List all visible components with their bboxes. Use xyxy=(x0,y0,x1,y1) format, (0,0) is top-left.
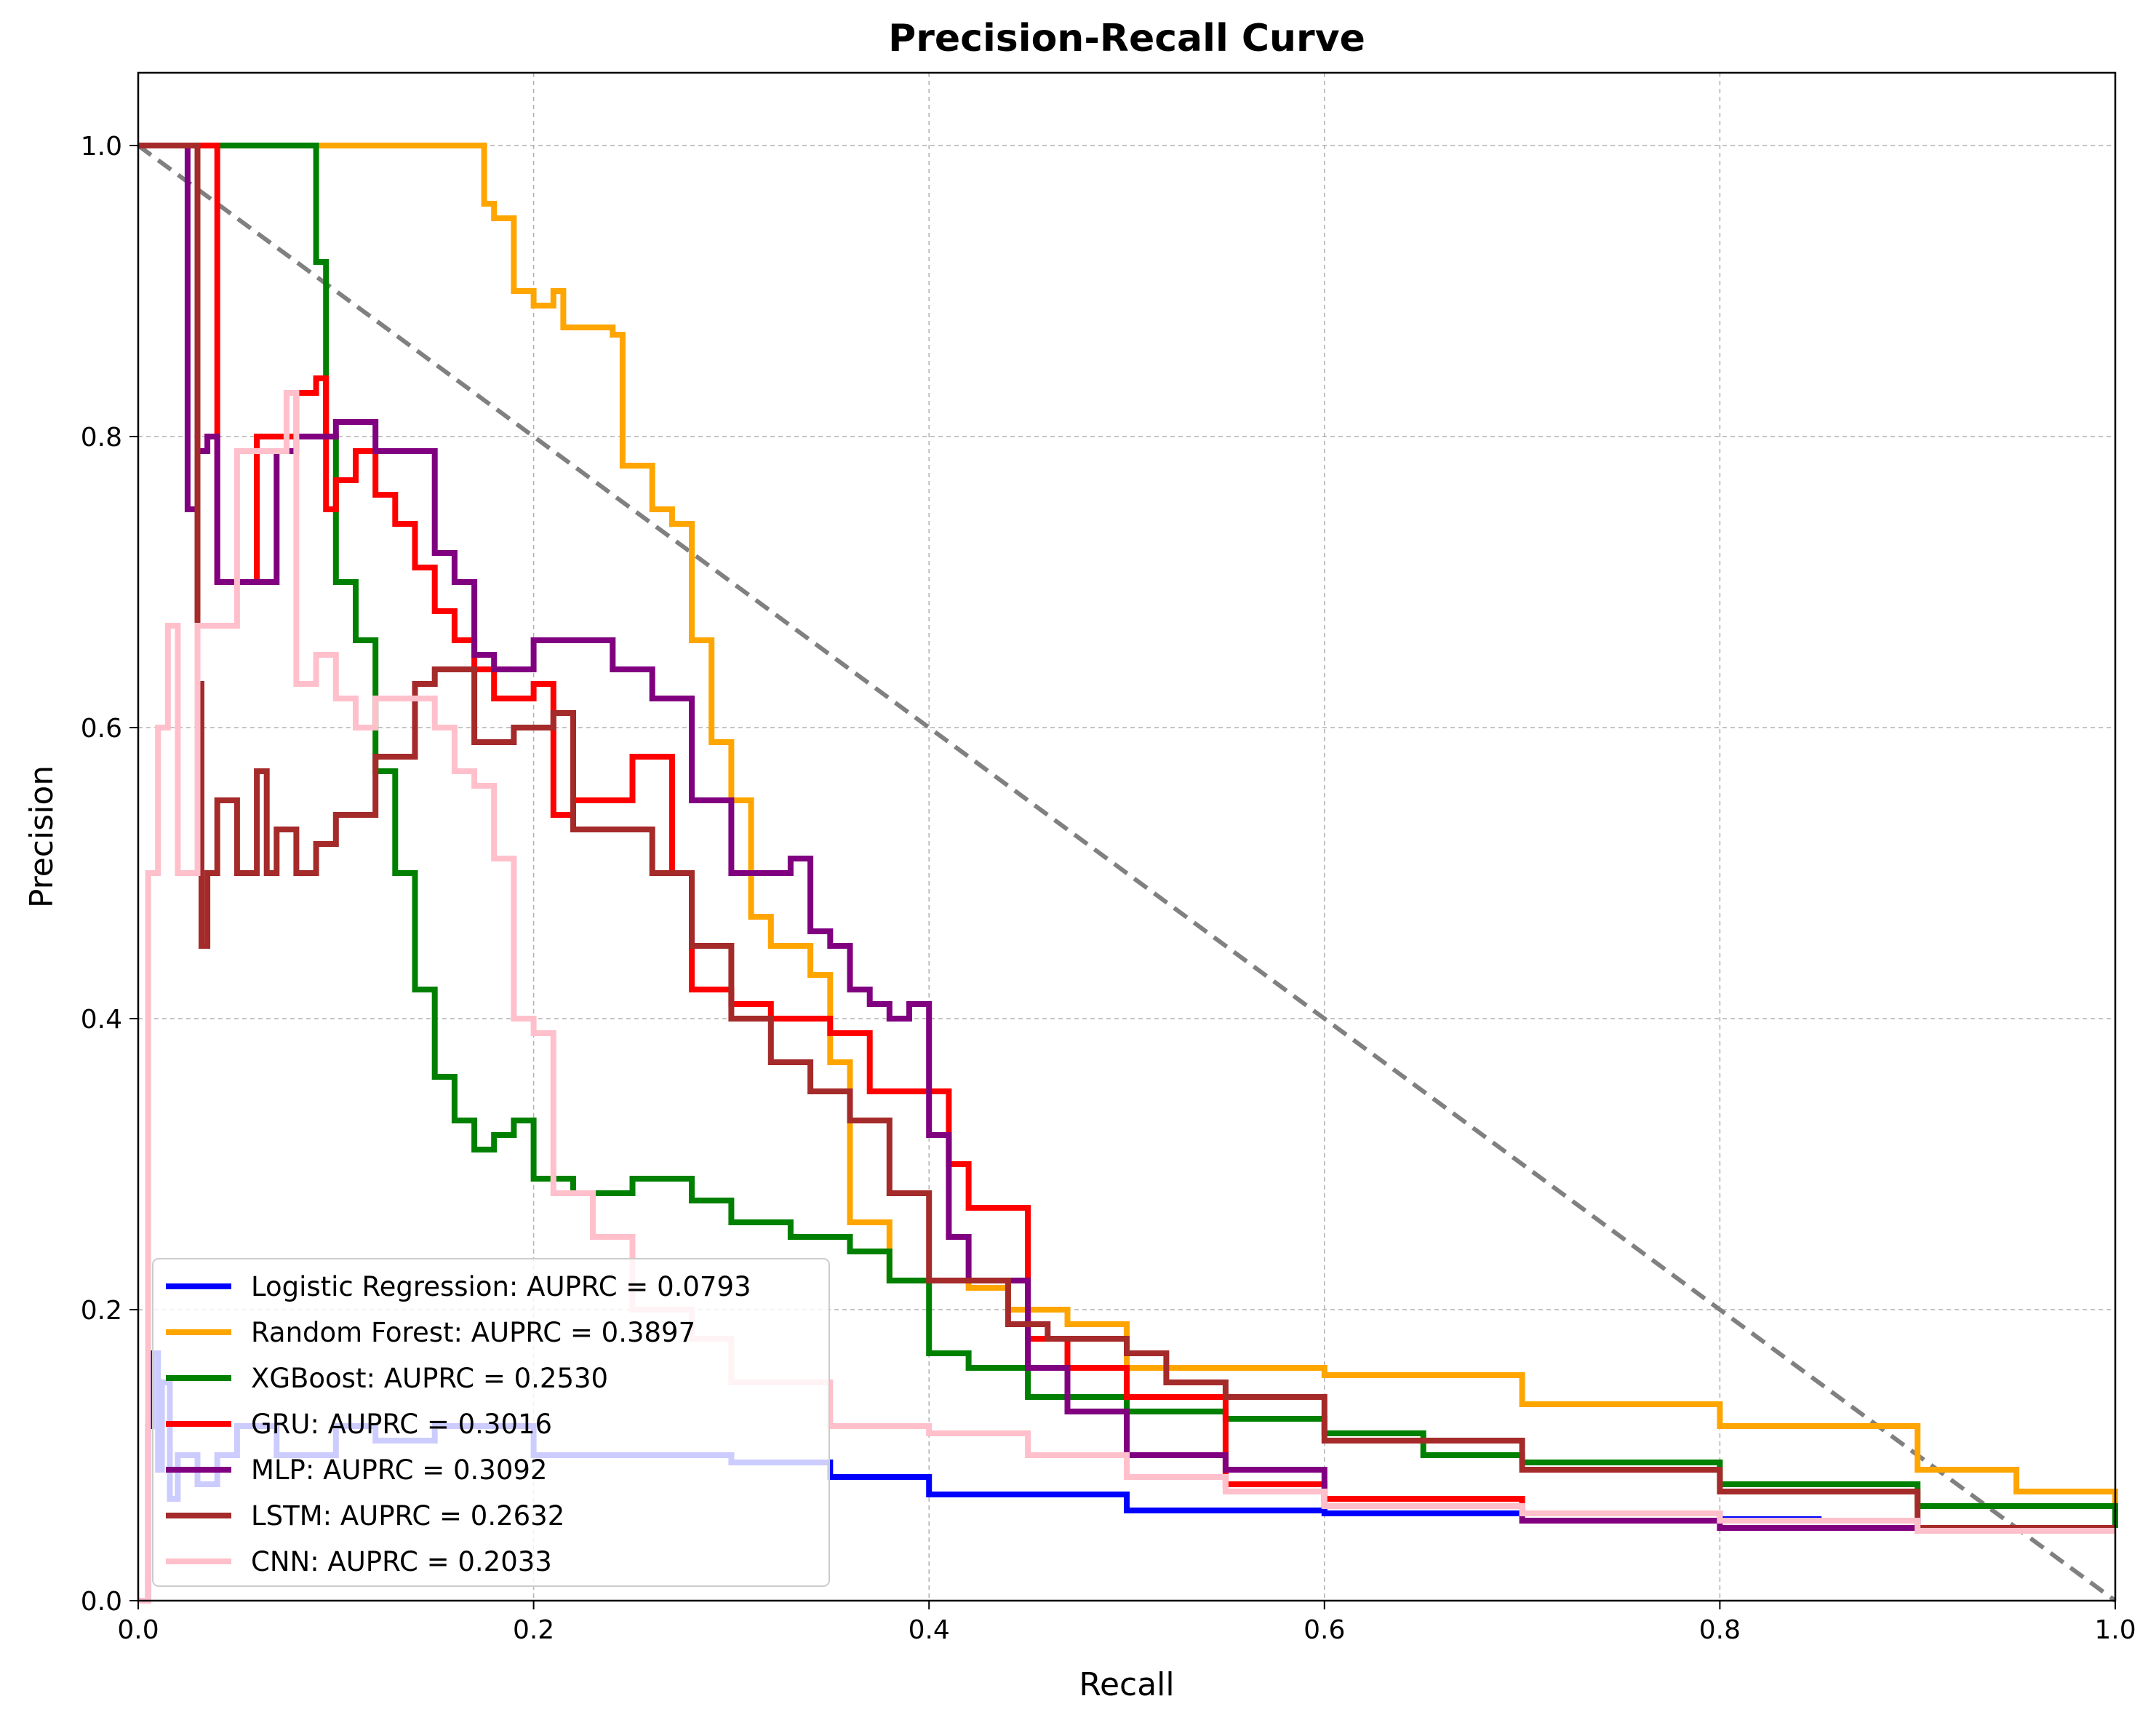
legend-entry: XGBoost: AUPRC = 0.2530 xyxy=(251,1363,608,1394)
x-tick-label: 0.2 xyxy=(513,1615,554,1645)
reference-line-layer xyxy=(137,143,2117,1603)
x-tick-label: 0.8 xyxy=(1699,1615,1741,1645)
x-tick-label: 0.6 xyxy=(1303,1615,1345,1645)
legend-entry: Random Forest: AUPRC = 0.3897 xyxy=(251,1317,695,1348)
legend: Logistic Regression: AUPRC = 0.0793 Rando… xyxy=(152,1258,830,1587)
y-tick-label: 1.0 xyxy=(81,132,122,162)
series-line-1 xyxy=(138,143,2118,1528)
series-line-5 xyxy=(138,143,2115,1531)
legend-entry: Logistic Regression: AUPRC = 0.0793 xyxy=(251,1271,751,1302)
x-axis-label: Recall xyxy=(1079,1666,1174,1703)
y-axis-label: Precision xyxy=(23,765,60,908)
y-tick-label: 0.8 xyxy=(81,423,122,453)
legend-entry: LSTM: AUPRC = 0.2632 xyxy=(251,1500,564,1532)
diagonal-reference-line xyxy=(137,143,2117,1603)
legend-entry: CNN: AUPRC = 0.2033 xyxy=(251,1546,552,1577)
y-tick-label: 0.6 xyxy=(81,714,122,744)
legend-entry: MLP: AUPRC = 0.3092 xyxy=(251,1454,547,1486)
series-line-6 xyxy=(138,390,2115,1604)
legend-entry: GRU: AUPRC = 0.3016 xyxy=(251,1409,552,1440)
x-tick-label: 0.0 xyxy=(117,1615,159,1645)
x-tick-label: 0.4 xyxy=(909,1615,950,1645)
y-tick-label: 0.0 xyxy=(81,1587,122,1617)
legend-box xyxy=(152,1258,830,1587)
chart-title: Precision-Recall Curve xyxy=(888,17,1365,60)
y-tick-label: 0.2 xyxy=(81,1296,122,1326)
x-tick-label: 1.0 xyxy=(2094,1615,2136,1645)
plot-frame xyxy=(137,71,2117,1602)
tick-layer: 0.0 0.2 0.4 0.6 0.8 1.0 0.0 0.2 0.4 0.6 0.8 1.0 xyxy=(81,132,2136,1645)
series-line-3 xyxy=(138,143,1525,1513)
y-tick-label: 0.4 xyxy=(81,1005,122,1035)
